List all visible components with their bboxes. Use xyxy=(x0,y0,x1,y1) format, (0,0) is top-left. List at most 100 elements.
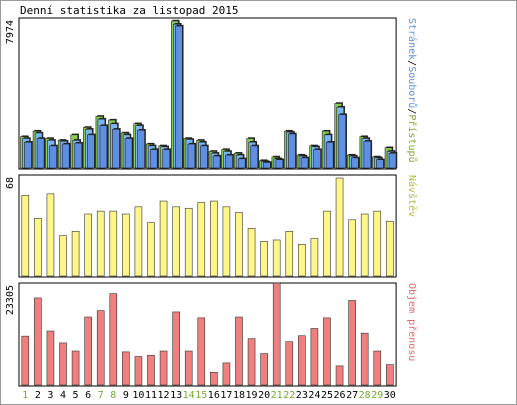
bar-Stránek-day-29 xyxy=(376,159,384,169)
bar-Stránek-day-15 xyxy=(200,145,208,169)
x-tick-label: 29 xyxy=(371,390,383,401)
bar-Stránek-day-28 xyxy=(363,140,372,169)
bar-visits-day-6 xyxy=(84,213,92,277)
bar-volume-day-11 xyxy=(147,354,155,386)
bar-visits-day-27 xyxy=(348,219,356,277)
x-axis-tick-labels: 1 2 3 4 5 6 7 8 9 10 11 12 13 14 15 16 17 18 19 20 21 22 23 24 2… xyxy=(22,390,396,401)
legend-entry: / xyxy=(406,60,417,66)
x-tick-label: 6 xyxy=(85,390,91,401)
bar-visits-day-28 xyxy=(360,213,369,277)
bar-volume-day-23 xyxy=(298,335,306,386)
bar-visits-day-13 xyxy=(172,206,180,277)
bar-Stránek-day-16 xyxy=(212,155,221,169)
bar-volume-day-20 xyxy=(260,353,268,386)
x-tick-label: 24 xyxy=(308,390,320,401)
bar-Stránek-day-9 xyxy=(124,138,133,169)
x-tick-label: 7 xyxy=(98,390,104,401)
panel-hits: 7974 Stránek/Souborů/Přístupů xyxy=(5,17,418,170)
bar-volume-day-9 xyxy=(122,351,130,386)
x-tick-label: 4 xyxy=(60,390,66,401)
panel-hits-ymax-label: 7974 xyxy=(5,20,16,44)
bar-volume-day-5 xyxy=(71,350,80,386)
bar-visits-day-26 xyxy=(335,177,344,277)
bar-Stránek-day-25 xyxy=(325,141,334,169)
legend-entry: Objem přenosu xyxy=(406,283,418,361)
legend-entry: Návštěv xyxy=(406,175,418,217)
x-tick-label: 23 xyxy=(296,390,308,401)
bar-volume-day-3 xyxy=(46,330,55,386)
bar-volume-day-12 xyxy=(159,350,168,386)
x-tick-label: 2 xyxy=(35,390,41,401)
bar-Stránek-day-7 xyxy=(99,125,108,169)
bar-Stránek-day-1 xyxy=(24,141,32,169)
panel-visits: 68 Návštěv xyxy=(5,174,418,278)
x-tick-label: 21 xyxy=(271,390,283,401)
bar-Stránek-day-6 xyxy=(87,134,95,169)
x-tick-label: 9 xyxy=(123,390,129,401)
bar-volume-day-14 xyxy=(184,350,193,386)
bar-Stránek-day-26 xyxy=(338,114,347,169)
bar-visits-day-4 xyxy=(59,235,67,277)
x-tick-label: 28 xyxy=(359,390,371,401)
bar-visits-day-12 xyxy=(159,200,168,277)
bar-visits-day-3 xyxy=(46,193,55,277)
x-tick-label: 11 xyxy=(145,390,157,401)
x-tick-label: 1 xyxy=(22,390,28,401)
x-tick-label: 18 xyxy=(233,390,245,401)
bar-volume-day-25 xyxy=(323,317,331,386)
bar-visits-day-1 xyxy=(21,194,30,277)
bar-Stránek-day-17 xyxy=(225,154,233,169)
bar-Stránek-day-19 xyxy=(250,145,259,169)
panel-volume-ymax-label: 23305 xyxy=(5,285,16,315)
panel-visits-legend: Návštěv xyxy=(406,175,418,217)
bar-volume-day-6 xyxy=(84,316,92,386)
bar-visits-day-17 xyxy=(222,206,231,277)
bar-Stránek-day-23 xyxy=(300,157,309,169)
bar-visits-day-9 xyxy=(122,213,130,277)
x-tick-label: 8 xyxy=(110,390,116,401)
x-tick-label: 30 xyxy=(384,390,396,401)
bar-volume-day-27 xyxy=(348,300,356,386)
x-tick-label: 20 xyxy=(258,390,270,401)
bar-visits-day-23 xyxy=(298,243,306,277)
bar-Stránek-day-24 xyxy=(313,149,321,169)
bar-visits-day-7 xyxy=(96,210,105,277)
bar-Stránek-day-11 xyxy=(149,149,158,169)
x-tick-label: 12 xyxy=(158,390,170,401)
x-tick-label: 15 xyxy=(195,390,207,401)
x-tick-label: 25 xyxy=(321,390,333,401)
panel-volume-legend: Objem přenosu xyxy=(406,283,418,361)
bar-volume-day-4 xyxy=(59,342,67,386)
bar-visits-day-8 xyxy=(109,210,118,277)
bar-volume-day-15 xyxy=(197,317,206,386)
bar-volume-day-8 xyxy=(109,293,118,386)
bar-Stránek-day-21 xyxy=(275,159,284,169)
bar-volume-day-18 xyxy=(235,316,243,386)
bar-Stránek-day-22 xyxy=(288,133,296,169)
bar-visits-day-18 xyxy=(235,212,243,277)
x-tick-label: 19 xyxy=(246,390,258,401)
bar-visits-day-30 xyxy=(386,220,394,277)
bar-volume-day-1 xyxy=(21,335,30,386)
x-tick-label: 26 xyxy=(334,390,346,401)
bar-volume-day-29 xyxy=(373,350,382,386)
bar-volume-day-16 xyxy=(210,371,218,386)
bar-volume-day-28 xyxy=(360,332,369,386)
bar-Stránek-day-10 xyxy=(137,129,145,169)
panel-visits-frame xyxy=(18,174,397,278)
panel-volume: 23305 Objem přenosu xyxy=(5,282,418,387)
bar-Stránek-day-20 xyxy=(263,162,271,169)
bar-volume-day-21 xyxy=(272,282,281,386)
bar-visits-day-10 xyxy=(134,206,143,277)
bar-visits-day-5 xyxy=(71,231,80,277)
bar-visits-day-15 xyxy=(197,202,206,277)
bar-volume-day-2 xyxy=(34,297,42,386)
bar-volume-day-24 xyxy=(310,328,319,386)
bar-volume-day-13 xyxy=(172,311,180,386)
bar-Stránek-day-2 xyxy=(36,138,45,169)
bar-volume-day-10 xyxy=(134,356,143,386)
bar-Stránek-day-12 xyxy=(162,149,171,169)
x-tick-label: 14 xyxy=(183,390,195,401)
bar-visits-day-14 xyxy=(184,207,193,277)
